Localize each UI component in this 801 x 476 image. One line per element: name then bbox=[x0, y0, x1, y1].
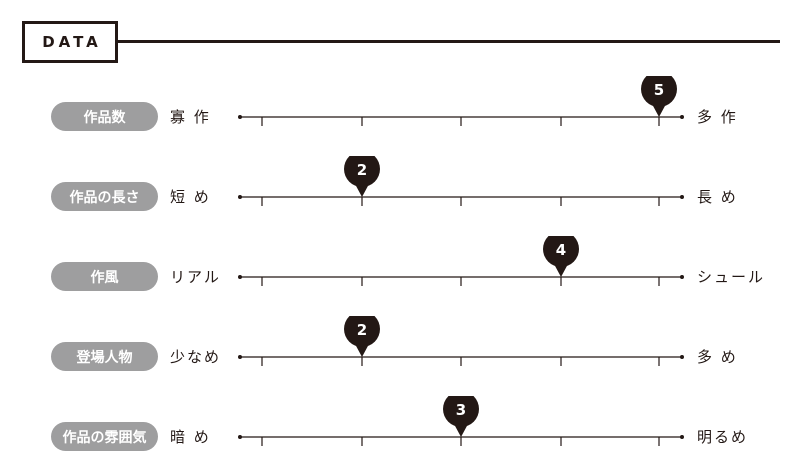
scale-start-dot bbox=[238, 195, 242, 199]
marker-value: 3 bbox=[456, 401, 466, 419]
scale-right-label: 多 め bbox=[697, 348, 738, 366]
rating-row: 2 作品の長さ短 め 長 め bbox=[0, 156, 801, 236]
rating-row: 3 作品の雰囲気暗 め 明るめ bbox=[0, 396, 801, 476]
marker-value: 4 bbox=[556, 241, 566, 259]
rating-row: 5 作品数寡 作 多 作 bbox=[0, 76, 801, 156]
category-pill: 作品数 bbox=[51, 102, 158, 131]
scale-end-dot bbox=[680, 195, 684, 199]
rating-marker: 5 bbox=[641, 76, 677, 117]
marker-circle bbox=[344, 156, 380, 187]
category-pill: 作風 bbox=[51, 262, 158, 291]
scale-start-dot bbox=[238, 435, 242, 439]
scale-right-label: シュール bbox=[697, 268, 766, 286]
scale-end-dot bbox=[680, 115, 684, 119]
section-title: DATA bbox=[42, 33, 102, 51]
scale-start-dot bbox=[238, 115, 242, 119]
scale-right-label: 長 め bbox=[697, 188, 738, 206]
marker-value: 5 bbox=[654, 81, 664, 99]
scale-right-label: 明るめ bbox=[697, 428, 749, 446]
category-pill: 作品の雰囲気 bbox=[51, 422, 158, 451]
rating-row: 2 登場人物 少なめ 多 め bbox=[0, 316, 801, 396]
rating-marker: 2 bbox=[344, 316, 380, 357]
rating-row: 4 作風 リアル シュール bbox=[0, 236, 801, 316]
scale-start-dot bbox=[238, 355, 242, 359]
marker-pointer bbox=[454, 424, 468, 437]
scale-start-dot bbox=[238, 275, 242, 279]
marker-value: 2 bbox=[357, 321, 367, 339]
scale-left-label: 少なめ bbox=[170, 348, 222, 366]
category-pill: 作品の長さ bbox=[51, 182, 158, 211]
rating-marker: 2 bbox=[344, 156, 380, 197]
marker-pointer bbox=[355, 184, 369, 197]
marker-circle bbox=[344, 316, 380, 347]
marker-circle bbox=[641, 76, 677, 107]
marker-pointer bbox=[554, 264, 568, 277]
marker-value: 2 bbox=[357, 161, 367, 179]
scale-end-dot bbox=[680, 435, 684, 439]
scale-right-label: 多 作 bbox=[697, 108, 738, 126]
scale-end-dot bbox=[680, 355, 684, 359]
category-pill: 登場人物 bbox=[51, 342, 158, 371]
marker-circle bbox=[443, 396, 479, 427]
marker-pointer bbox=[652, 104, 666, 117]
scale-left-label: 短 め bbox=[170, 188, 211, 206]
rating-marker: 4 bbox=[543, 236, 579, 277]
section-header-box: DATA bbox=[22, 21, 118, 63]
rating-scale: 3 bbox=[238, 396, 684, 446]
rating-scale: 2 bbox=[238, 156, 684, 206]
marker-circle bbox=[543, 236, 579, 267]
header-rule bbox=[118, 40, 780, 43]
rating-marker: 3 bbox=[443, 396, 479, 437]
scale-end-dot bbox=[680, 275, 684, 279]
scale-left-label: 寡 作 bbox=[170, 108, 211, 126]
scale-left-label: リアル bbox=[170, 268, 221, 286]
rating-scale: 5 bbox=[238, 76, 684, 126]
scale-left-label: 暗 め bbox=[170, 428, 211, 446]
rating-scale: 4 bbox=[238, 236, 684, 286]
rating-scale: 2 bbox=[238, 316, 684, 366]
marker-pointer bbox=[355, 344, 369, 357]
